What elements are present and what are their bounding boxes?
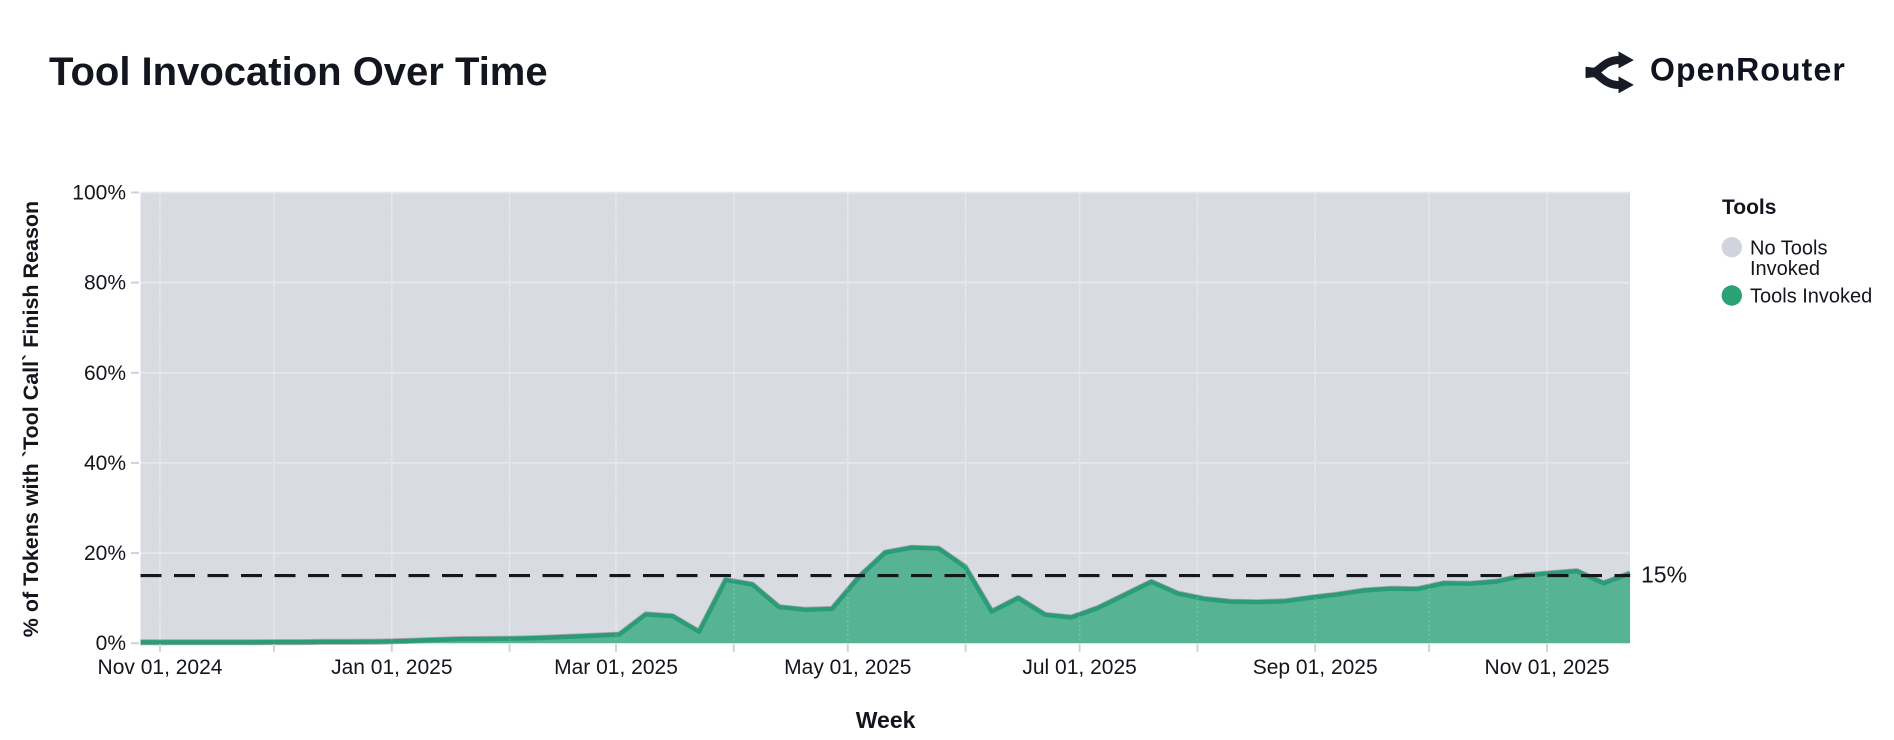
svg-text:Jan 01, 2025: Jan 01, 2025 bbox=[331, 656, 452, 679]
svg-text:0%: 0% bbox=[96, 632, 126, 655]
svg-text:Sep 01, 2025: Sep 01, 2025 bbox=[1253, 656, 1378, 679]
svg-text:Jul 01, 2025: Jul 01, 2025 bbox=[1022, 656, 1136, 679]
svg-text:Nov 01, 2024: Nov 01, 2024 bbox=[98, 656, 223, 679]
svg-text:Tools Invoked: Tools Invoked bbox=[1750, 286, 1872, 308]
svg-text:Mar 01, 2025: Mar 01, 2025 bbox=[554, 656, 678, 679]
svg-text:15%: 15% bbox=[1641, 562, 1687, 588]
svg-text:20%: 20% bbox=[84, 542, 126, 565]
svg-text:Tool Invocation Over Time: Tool Invocation Over Time bbox=[49, 50, 548, 94]
svg-text:Tools: Tools bbox=[1722, 196, 1776, 219]
svg-text:100%: 100% bbox=[72, 182, 126, 205]
svg-text:40%: 40% bbox=[84, 452, 126, 475]
svg-text:Week: Week bbox=[856, 707, 916, 733]
svg-text:Nov 01, 2025: Nov 01, 2025 bbox=[1485, 656, 1610, 679]
svg-text:80%: 80% bbox=[84, 272, 126, 295]
svg-text:% of Tokens with `Tool Call` F: % of Tokens with `Tool Call` Finish Reas… bbox=[19, 201, 43, 637]
svg-text:Invoked: Invoked bbox=[1750, 258, 1820, 280]
svg-text:May 01, 2025: May 01, 2025 bbox=[784, 656, 911, 679]
svg-text:No Tools: No Tools bbox=[1750, 238, 1827, 260]
svg-text:OpenRouter: OpenRouter bbox=[1650, 52, 1846, 88]
svg-text:60%: 60% bbox=[84, 362, 126, 385]
